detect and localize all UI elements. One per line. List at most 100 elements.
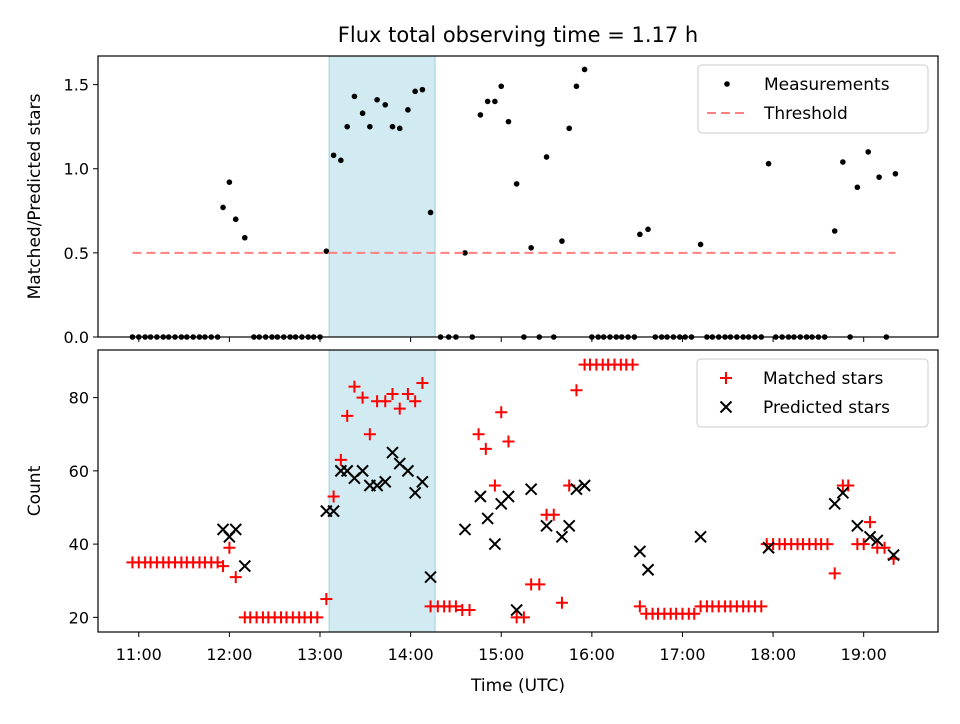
panel-1: 0.0 0.5 1.0 1.5 Matched/Predicted stars Measu…: [25, 55, 939, 347]
measurement-point: [226, 179, 233, 185]
legend-x-swatch: [719, 400, 733, 414]
matched-point: [223, 541, 236, 554]
legend-dot-swatch: [724, 81, 730, 87]
predicted-point: [641, 563, 655, 576]
measurement-point: [351, 93, 358, 100]
y-tick-label: 0.5: [64, 244, 89, 263]
predicted-point: [416, 475, 429, 489]
matched-point: [547, 508, 560, 521]
predicted-point: [424, 570, 437, 584]
matched-point: [755, 600, 768, 613]
matched-point: [502, 435, 515, 448]
predicted-point: [524, 482, 538, 496]
matched-point: [348, 380, 361, 393]
axes-frame: [97, 55, 939, 338]
measurement-point: [220, 204, 226, 211]
matched-point: [320, 593, 333, 606]
matched-point: [626, 358, 639, 371]
matched-point: [864, 516, 877, 529]
matched-point: [570, 384, 583, 397]
x-tick-label: 14:00: [388, 645, 434, 664]
predicted-point: [694, 530, 707, 543]
x-tick-label: 16:00: [569, 645, 615, 664]
measurement-point: [528, 245, 534, 251]
measurement-point: [492, 98, 498, 105]
measurement-point: [892, 170, 899, 177]
predicted-point: [327, 504, 340, 518]
measurement-point: [697, 241, 704, 248]
matched-point: [495, 406, 508, 419]
predicted-point: [828, 497, 841, 511]
predicted-point: [851, 519, 864, 532]
legend-box: [697, 64, 929, 134]
x-tick-label: 12:00: [206, 645, 252, 664]
measurement-point: [505, 118, 512, 125]
matched-point: [857, 538, 870, 551]
y-tick-label: 80: [69, 389, 89, 408]
matched-point: [217, 560, 230, 573]
x-tick-label: 18:00: [750, 645, 796, 664]
series-measurements: [129, 66, 899, 340]
matched-point: [821, 538, 834, 551]
predicted-point: [570, 482, 583, 496]
legend-box: [696, 358, 929, 428]
legend-label: Measurements: [764, 75, 890, 95]
predicted-point: [379, 475, 392, 489]
matched-point: [472, 428, 485, 441]
matched-point: [878, 541, 891, 554]
matched-point: [688, 607, 701, 620]
predicted-point: [356, 464, 369, 478]
measurement-point: [396, 125, 403, 132]
predicted-point: [386, 446, 399, 459]
predicted-point: [474, 490, 487, 503]
matched-point: [393, 402, 406, 415]
measurement-point: [854, 184, 861, 191]
predicted-point: [238, 559, 252, 573]
matched-point: [334, 453, 347, 466]
measurement-point: [412, 88, 418, 95]
measurement-point: [367, 123, 373, 130]
measurement-point: [581, 66, 588, 73]
measurement-point: [543, 154, 550, 160]
legend-label: Matched stars: [763, 369, 883, 389]
matched-point: [356, 391, 369, 404]
matched-point: [828, 567, 841, 580]
predicted-point: [370, 479, 384, 492]
measurement-point: [241, 234, 248, 241]
measurement-point: [498, 83, 505, 90]
matched-point: [479, 442, 492, 455]
predicted-point: [502, 490, 515, 503]
measurement-point: [232, 216, 239, 223]
x-tick-label: 13:00: [297, 645, 343, 664]
matched-point: [363, 428, 376, 441]
x-tick-label: 11:00: [116, 645, 162, 664]
predicted-point: [863, 530, 877, 543]
measurement-point: [831, 228, 838, 234]
x-tick-label: 19:00: [841, 645, 887, 664]
matched-point: [386, 387, 399, 400]
measurement-point: [462, 250, 468, 256]
matched-point: [401, 387, 414, 400]
y-tick-label: 20: [69, 608, 89, 627]
measurement-point: [338, 157, 344, 164]
measurement-point: [419, 86, 426, 93]
matched-point: [488, 479, 501, 492]
measurement-point: [405, 107, 411, 113]
y-tick-label: 0.0: [64, 328, 89, 347]
measurement-point: [559, 238, 565, 244]
panel-2: 20 40 60 80 11:00 12:00 13:00 14:00 15:00 16:00 17…: [25, 349, 939, 664]
predicted-point: [510, 603, 523, 617]
matched-point: [842, 479, 855, 492]
predicted-point: [229, 523, 242, 536]
x-tick-label: 15:00: [478, 645, 524, 664]
predicted-point: [540, 519, 553, 532]
measurement-point: [477, 112, 484, 118]
series-predicted-stars: [216, 446, 900, 617]
matched-point: [533, 578, 546, 591]
predicted-point: [481, 512, 494, 525]
x-axis-label: Time (UTC): [470, 676, 565, 696]
predicted-point: [887, 548, 900, 562]
matched-point: [517, 611, 530, 624]
